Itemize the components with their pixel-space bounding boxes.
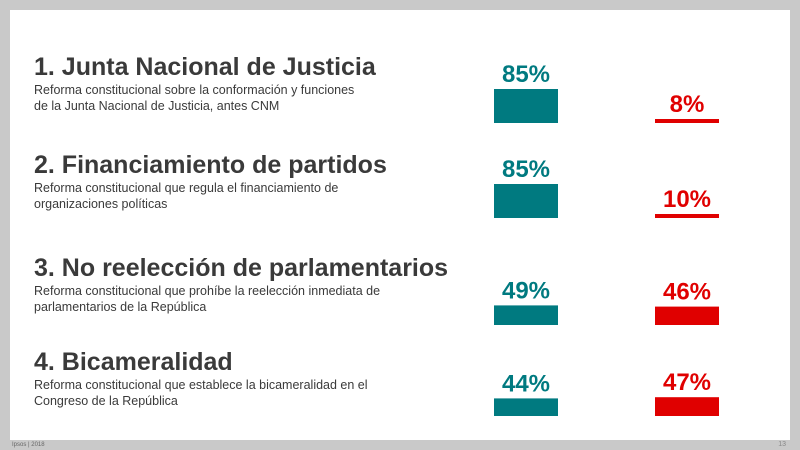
bar-s1-c4 [494, 398, 558, 416]
page-number: 13 [778, 441, 786, 448]
reform-description: Reforma constitucional que regula el fin… [34, 180, 454, 212]
reform-item-1: 1. Junta Nacional de Justicia Reforma co… [34, 53, 454, 114]
reform-item-2: 2. Financiamiento de partidos Reforma co… [34, 151, 454, 212]
reform-title: 1. Junta Nacional de Justicia [34, 53, 376, 81]
bar-chart: 85% 85% 49% 44% 8% 10% 46% 47% [494, 61, 719, 416]
data-label-s1-c3: 49% [502, 277, 550, 304]
bar-s2-c1 [655, 119, 719, 123]
reform-description-line: Reforma constitucional que establece la … [34, 378, 368, 392]
data-label-s2-c3: 46% [663, 279, 711, 306]
data-label-s2-c2: 10% [663, 186, 711, 213]
reform-description-line: Reforma constitucional sobre la conforma… [34, 83, 355, 97]
reform-description-line: de la Junta Nacional de Justicia, antes … [34, 99, 280, 113]
bar-s2-c4 [655, 397, 719, 416]
reform-description-line: Congreso de la República [34, 394, 178, 408]
bar-s2-c2 [655, 214, 719, 218]
bar-s1-c2 [494, 184, 558, 218]
source-footer: Ipsos | 2018 [12, 442, 45, 448]
reform-description: Reforma constitucional que establece la … [34, 377, 454, 409]
reform-item-3: 3. No reelección de parlamentarios Refor… [34, 254, 454, 315]
reform-description-line: parlamentarios de la República [34, 300, 207, 314]
reform-item-4: 4. Bicameralidad Reforma constitucional … [34, 348, 454, 409]
data-label-s2-c1: 8% [670, 91, 705, 118]
bar-s1-c1 [494, 89, 558, 123]
reform-title: 2. Financiamiento de partidos [34, 151, 387, 179]
data-label-s2-c4: 47% [663, 369, 711, 396]
reform-description-line: Reforma constitucional que prohíbe la re… [34, 284, 381, 298]
slide: 1. Junta Nacional de Justicia Reforma co… [10, 10, 790, 440]
reform-description-line: organizaciones políticas [34, 197, 168, 211]
reform-description: Reforma constitucional sobre la conforma… [34, 82, 454, 114]
data-label-s1-c2: 85% [502, 156, 550, 183]
reform-description-line: Reforma constitucional que regula el fin… [34, 181, 339, 195]
bar-s1-c3 [494, 305, 558, 325]
data-label-s1-c1: 85% [502, 61, 550, 88]
reform-title: 3. No reelección de parlamentarios [34, 254, 449, 282]
bar-s2-c3 [655, 306, 719, 325]
data-label-s1-c4: 44% [502, 370, 550, 397]
reform-title: 4. Bicameralidad [34, 348, 233, 376]
reform-description: Reforma constitucional que prohíbe la re… [34, 283, 454, 315]
